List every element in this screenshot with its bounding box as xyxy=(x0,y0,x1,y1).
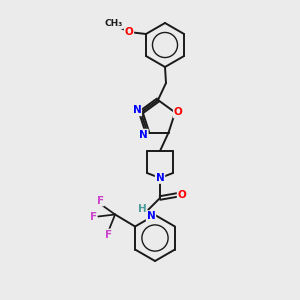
Text: N: N xyxy=(133,105,141,116)
Text: O: O xyxy=(174,107,182,117)
Text: F: F xyxy=(104,230,112,239)
Text: F: F xyxy=(97,196,104,206)
Text: N: N xyxy=(139,130,148,140)
Text: CH₃: CH₃ xyxy=(105,20,123,28)
Text: N: N xyxy=(156,173,164,183)
Text: O: O xyxy=(178,190,186,200)
Text: N: N xyxy=(147,211,155,221)
Text: F: F xyxy=(89,212,97,221)
Text: H: H xyxy=(138,204,146,214)
Text: O: O xyxy=(124,27,133,37)
